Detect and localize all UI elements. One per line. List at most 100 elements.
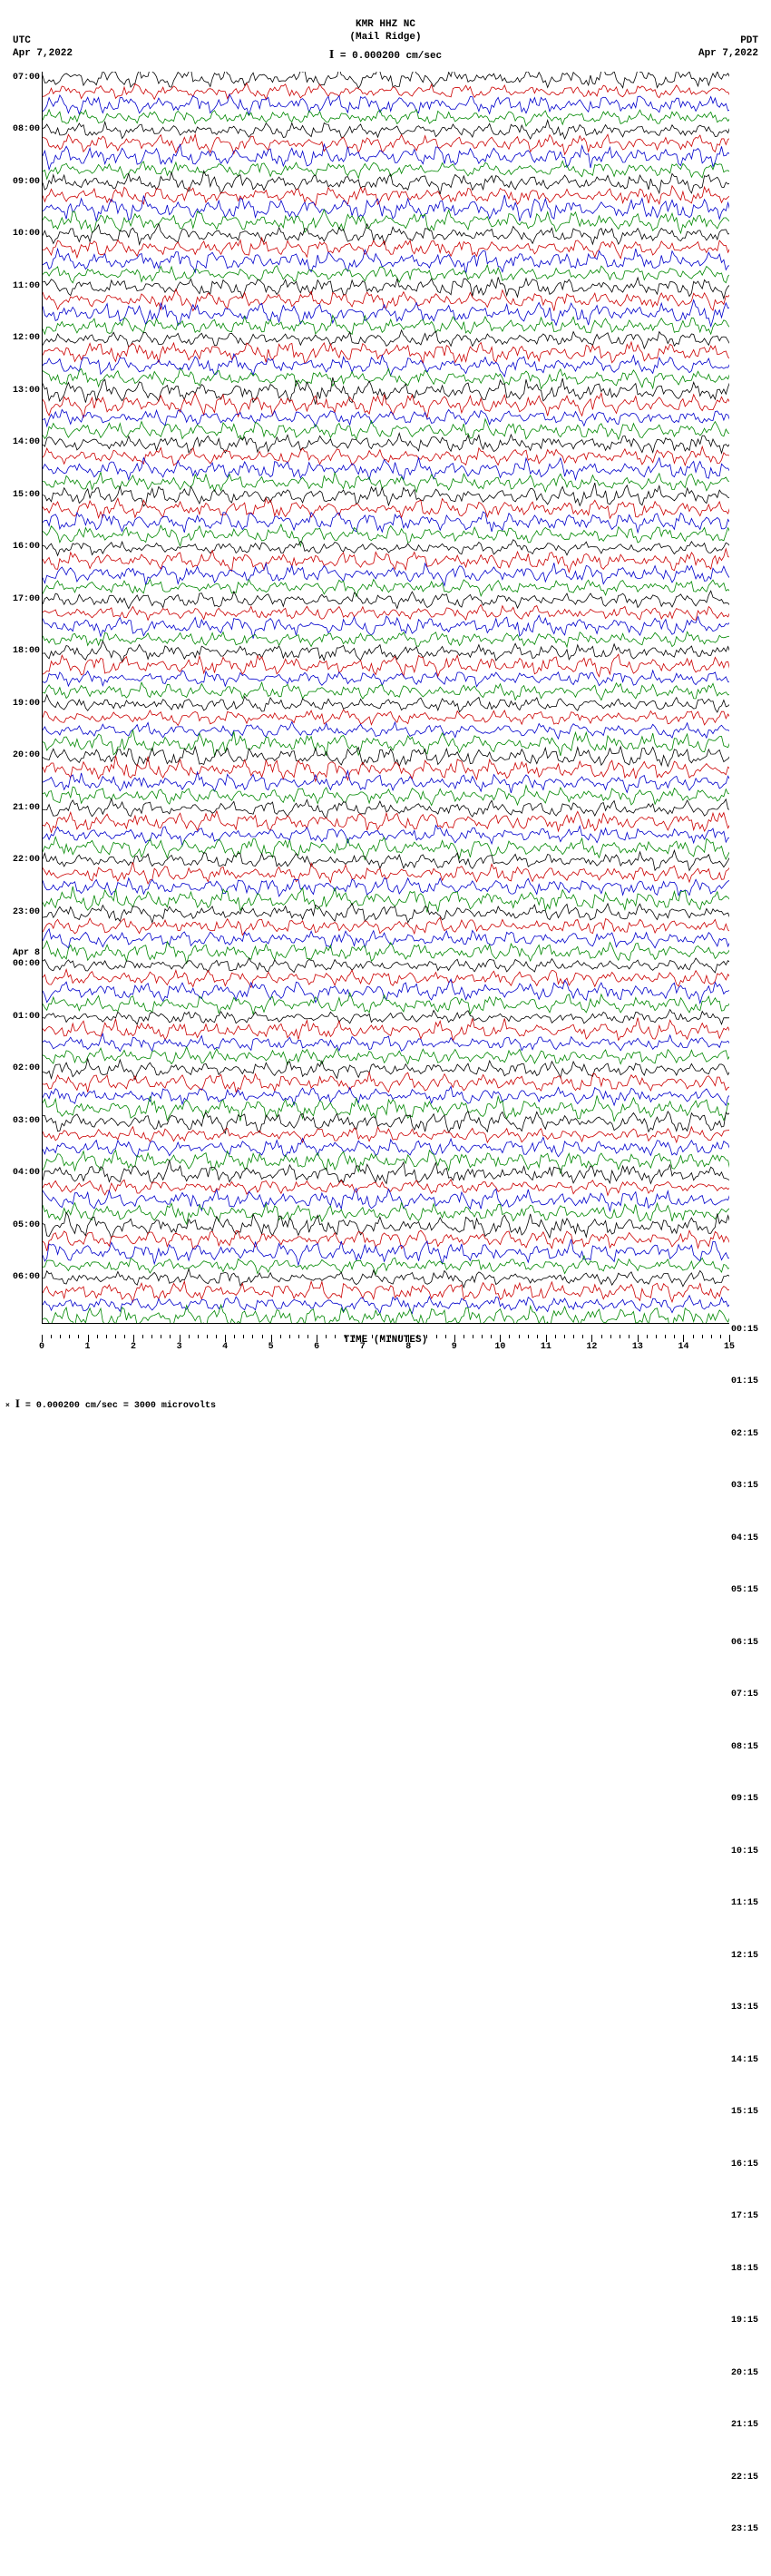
trace-row bbox=[43, 1086, 729, 1105]
x-tick-minor bbox=[124, 1335, 125, 1338]
utc-date-label: Apr 7,2022 bbox=[13, 47, 73, 60]
trace-row bbox=[43, 315, 729, 334]
trace-row bbox=[43, 1017, 729, 1040]
pdt-time-label: 21:15 bbox=[731, 2420, 758, 2430]
x-tick-minor bbox=[656, 1335, 657, 1338]
utc-time-label: 04:00 bbox=[13, 1168, 40, 1178]
x-tick-minor bbox=[711, 1335, 712, 1338]
trace-row bbox=[43, 299, 729, 326]
x-tick-minor bbox=[647, 1335, 648, 1338]
trace-row bbox=[43, 1239, 729, 1265]
x-tick-label: 11 bbox=[541, 1342, 551, 1352]
trace-row bbox=[43, 498, 729, 518]
trace-row bbox=[43, 264, 729, 282]
utc-time-label: 22:00 bbox=[13, 855, 40, 865]
x-tick-major bbox=[42, 1335, 43, 1342]
trace-row bbox=[43, 1126, 729, 1141]
utc-corner: UTC Apr 7,2022 bbox=[13, 34, 73, 61]
trace-row bbox=[43, 524, 729, 545]
trace-row bbox=[43, 917, 729, 935]
trace-row bbox=[43, 1046, 729, 1063]
x-tick-minor bbox=[243, 1335, 244, 1338]
x-tick-label: 7 bbox=[360, 1342, 366, 1352]
scale-bar-icon: I bbox=[329, 48, 334, 62]
trace-row bbox=[43, 993, 729, 1014]
trace-row bbox=[43, 810, 729, 832]
x-tick-minor bbox=[289, 1335, 290, 1338]
x-tick-minor bbox=[262, 1335, 263, 1338]
trace-row bbox=[43, 1137, 729, 1157]
trace-row bbox=[43, 632, 729, 647]
x-tick-major bbox=[180, 1335, 181, 1342]
pdt-time-label: 00:15 bbox=[731, 1325, 758, 1335]
trace-row bbox=[43, 785, 729, 805]
trace-row bbox=[43, 654, 729, 677]
x-tick-label: 12 bbox=[586, 1342, 597, 1352]
trace-row bbox=[43, 579, 729, 596]
trace-row bbox=[43, 329, 729, 348]
pdt-time-label: 13:15 bbox=[731, 2003, 758, 2013]
x-tick-minor bbox=[665, 1335, 666, 1338]
pdt-tz-label: PDT bbox=[698, 34, 758, 47]
x-tick-label: 8 bbox=[405, 1342, 411, 1352]
trace-row bbox=[43, 1111, 729, 1133]
utc-time-label: 02:00 bbox=[13, 1063, 40, 1073]
x-tick-minor bbox=[573, 1335, 574, 1338]
x-tick-minor bbox=[720, 1335, 721, 1338]
utc-time-label: 10:00 bbox=[13, 229, 40, 239]
footer-scale-text: = 0.000200 cm/sec = 3000 microvolts bbox=[25, 1401, 216, 1411]
trace-row bbox=[43, 862, 729, 884]
x-tick-minor bbox=[528, 1335, 529, 1338]
trace-row bbox=[43, 837, 729, 859]
x-tick-minor bbox=[354, 1335, 355, 1338]
x-tick-major bbox=[408, 1335, 409, 1342]
x-tick-label: 14 bbox=[678, 1342, 688, 1352]
pdt-time-label: 04:15 bbox=[731, 1533, 758, 1543]
x-tick-label: 4 bbox=[222, 1342, 228, 1352]
x-tick-label: 6 bbox=[314, 1342, 319, 1352]
seismogram-traces bbox=[43, 72, 729, 1324]
pdt-time-label: 11:15 bbox=[731, 1898, 758, 1908]
trace-row bbox=[43, 409, 729, 426]
trace-row bbox=[43, 511, 729, 532]
trace-row bbox=[43, 958, 729, 973]
utc-time-label: 05:00 bbox=[13, 1220, 40, 1230]
plot-wrap: 07:0008:0009:0010:0011:0012:0013:0014:00… bbox=[42, 72, 729, 1324]
trace-row bbox=[43, 433, 729, 453]
trace-row bbox=[43, 223, 729, 244]
pdt-time-label: 07:15 bbox=[731, 1690, 758, 1699]
pdt-time-label: 10:15 bbox=[731, 1846, 758, 1856]
trace-row bbox=[43, 770, 729, 792]
trace-row bbox=[43, 161, 729, 179]
seismogram-container: UTC Apr 7,2022 PDT Apr 7,2022 KMR HHZ NC… bbox=[0, 0, 771, 1411]
trace-row bbox=[43, 903, 729, 922]
trace-row bbox=[43, 143, 729, 169]
plot-header: KMR HHZ NC (Mail Ridge) bbox=[0, 18, 771, 44]
x-tick-major bbox=[729, 1335, 730, 1342]
trace-row bbox=[43, 289, 729, 310]
x-tick-minor bbox=[60, 1335, 61, 1338]
pdt-time-label: 15:15 bbox=[731, 2107, 758, 2117]
x-tick-major bbox=[133, 1335, 134, 1342]
seismogram-plot bbox=[42, 72, 729, 1324]
station-subtitle: (Mail Ridge) bbox=[0, 31, 771, 44]
trace-row bbox=[43, 1295, 729, 1313]
x-tick-minor bbox=[151, 1335, 152, 1338]
x-tick-minor bbox=[426, 1335, 427, 1338]
trace-row bbox=[43, 548, 729, 572]
x-tick-major bbox=[683, 1335, 684, 1342]
x-tick-minor bbox=[189, 1335, 190, 1338]
trace-row bbox=[43, 1033, 729, 1051]
utc-time-label: 18:00 bbox=[13, 646, 40, 656]
x-tick-minor bbox=[115, 1335, 116, 1338]
midnight-date-label: Apr 8 bbox=[13, 948, 40, 958]
trace-row bbox=[43, 185, 729, 204]
utc-time-label: 03:00 bbox=[13, 1116, 40, 1126]
x-tick-minor bbox=[537, 1335, 538, 1338]
trace-row bbox=[43, 641, 729, 661]
trace-row bbox=[43, 721, 729, 739]
utc-time-label: 09:00 bbox=[13, 177, 40, 187]
x-tick-label: 13 bbox=[632, 1342, 643, 1352]
trace-row bbox=[43, 483, 729, 506]
x-tick-minor bbox=[252, 1335, 253, 1338]
